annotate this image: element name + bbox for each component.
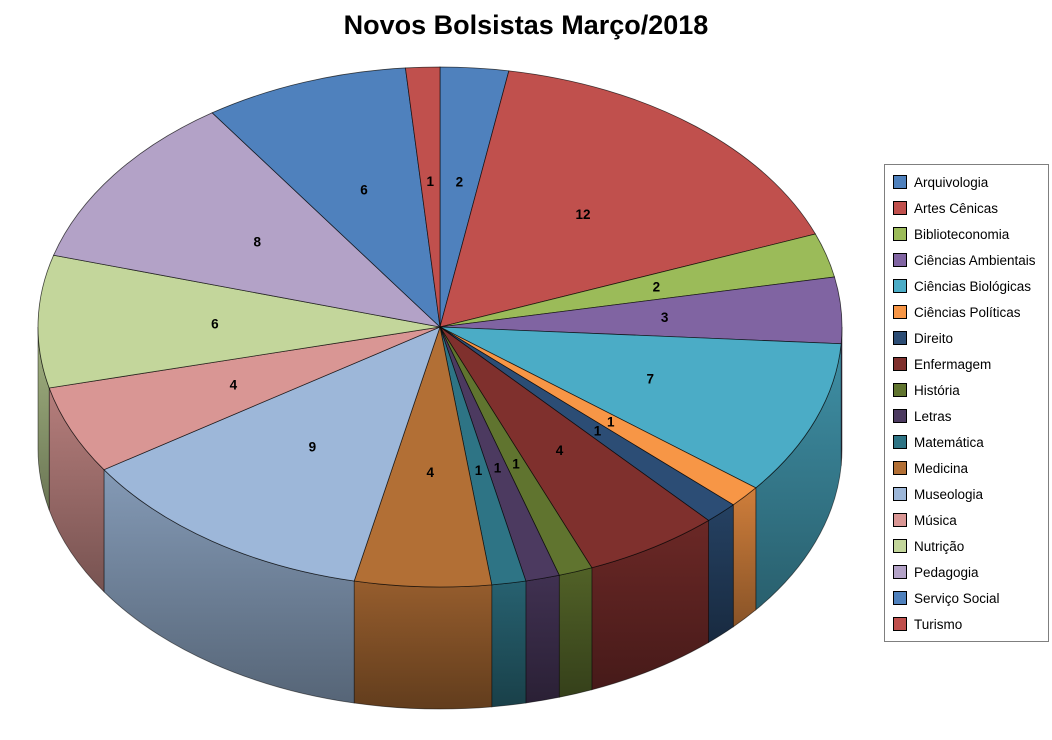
legend-label: Serviço Social [914,590,1000,606]
pie-slice-side-ciencias-politicas [732,487,757,628]
legend-swatch-museologia [893,487,907,501]
legend-swatch-artes-cenicas [893,201,907,215]
pie-slice-servico-social[interactable] [211,67,441,329]
legend-label: Matemática [914,434,984,450]
legend-item-matematica[interactable]: Matemática [885,429,1048,455]
legend-label: Música [914,512,957,528]
legend-label: História [914,382,960,398]
legend-item-pedagogia[interactable]: Pedagogia [885,559,1048,585]
legend-swatch-ciencias-biologicas [893,279,907,293]
legend-swatch-ciencias-politicas [893,305,907,319]
legend-label: Enfermagem [914,356,992,372]
legend-item-letras[interactable]: Letras [885,403,1048,429]
pie-slice-enfermagem[interactable] [439,326,710,569]
legend-label: Medicina [914,460,969,476]
legend-swatch-servico-social [893,591,907,605]
pie-slice-side-matematica [491,580,527,708]
data-label-ciencias-politicas: 1 [607,414,615,429]
chart-legend: Arquivologia Artes Cênicas Biblioteconomia… [884,164,1049,642]
pie-slice-ciencias-biologicas[interactable] [439,326,842,489]
data-label-nutricao: 6 [211,316,219,331]
legend-swatch-historia [893,383,907,397]
legend-label: Ciências Políticas [914,304,1021,320]
legend-label: Letras [914,408,952,424]
legend-item-musica[interactable]: Música [885,507,1048,533]
pie-slice-museologia[interactable] [103,326,441,582]
data-label-direito: 1 [594,424,602,439]
legend-label: Pedagogia [914,564,979,580]
legend-item-arquivologia[interactable]: Arquivologia [885,169,1048,195]
legend-label: Artes Cênicas [914,200,999,216]
legend-item-medicina[interactable]: Medicina [885,455,1048,481]
legend-item-artes-cenicas[interactable]: Artes Cênicas [885,195,1048,221]
data-label-medicina: 4 [427,465,435,480]
pie-slice-pedagogia[interactable] [53,112,442,328]
pie-slice-artes-cenicas[interactable] [439,70,817,328]
pie-slice-side-letras [525,574,560,704]
legend-swatch-nutricao [893,539,907,553]
legend-swatch-turismo [893,617,907,631]
data-label-biblioteconomia: 2 [653,279,661,294]
chart-title: Novos Bolsistas Março/2018 [343,10,709,40]
legend-label: Direito [914,330,954,346]
legend-item-servico-social[interactable]: Serviço Social [885,585,1048,611]
pie-slice-turismo[interactable] [404,66,441,328]
data-label-artes-cenicas: 12 [576,207,591,222]
data-label-letras: 1 [494,460,502,475]
legend-item-direito[interactable]: Direito [885,325,1048,351]
data-label-pedagogia: 8 [254,234,262,249]
legend-item-historia[interactable]: História [885,377,1048,403]
data-label-historia: 1 [512,457,520,472]
data-label-ciencias-biologicas: 7 [646,372,654,387]
pie-slice-medicina[interactable] [353,325,493,588]
legend-item-museologia[interactable]: Museologia [885,481,1048,507]
data-label-matematica: 1 [475,463,483,478]
legend-item-turismo[interactable]: Turismo [885,611,1048,637]
legend-swatch-matematica [893,435,907,449]
legend-swatch-direito [893,331,907,345]
pie-slice-musica[interactable] [48,326,441,471]
legend-label: Ciências Ambientais [914,252,1036,268]
legend-swatch-musica [893,513,907,527]
legend-swatch-medicina [893,461,907,475]
legend-swatch-biblioteconomia [893,227,907,241]
legend-label: Nutrição [914,538,965,554]
data-label-servico-social: 6 [360,182,368,197]
legend-label: Biblioteconomia [914,226,1010,242]
legend-item-biblioteconomia[interactable]: Biblioteconomia [885,221,1048,247]
pie-slice-side-direito [708,504,734,644]
data-label-turismo: 1 [427,174,435,189]
legend-swatch-enfermagem [893,357,907,371]
data-label-museologia: 9 [309,439,317,454]
pie-slice-side-historia [558,567,593,698]
pie-slice-nutricao[interactable] [37,254,441,389]
data-label-enfermagem: 4 [556,443,564,458]
legend-swatch-arquivologia [893,175,907,189]
legend-item-nutricao[interactable]: Nutrição [885,533,1048,559]
legend-item-ciencias-politicas[interactable]: Ciências Políticas [885,299,1048,325]
legend-label: Turismo [914,616,963,632]
data-label-arquivologia: 2 [456,174,464,189]
legend-label: Museologia [914,486,984,502]
data-label-musica: 4 [230,377,238,392]
legend-item-enfermagem[interactable]: Enfermagem [885,351,1048,377]
pie-slice-side-medicina [353,580,493,710]
legend-item-ciencias-biologicas[interactable]: Ciências Biológicas [885,273,1048,299]
legend-label: Ciências Biológicas [914,278,1032,294]
legend-swatch-ciencias-ambientais [893,253,907,267]
legend-item-ciencias-ambientais[interactable]: Ciências Ambientais [885,247,1048,273]
legend-swatch-letras [893,409,907,423]
data-label-ciencias-ambientais: 3 [661,310,669,325]
legend-label: Arquivologia [914,174,989,190]
legend-swatch-pedagogia [893,565,907,579]
